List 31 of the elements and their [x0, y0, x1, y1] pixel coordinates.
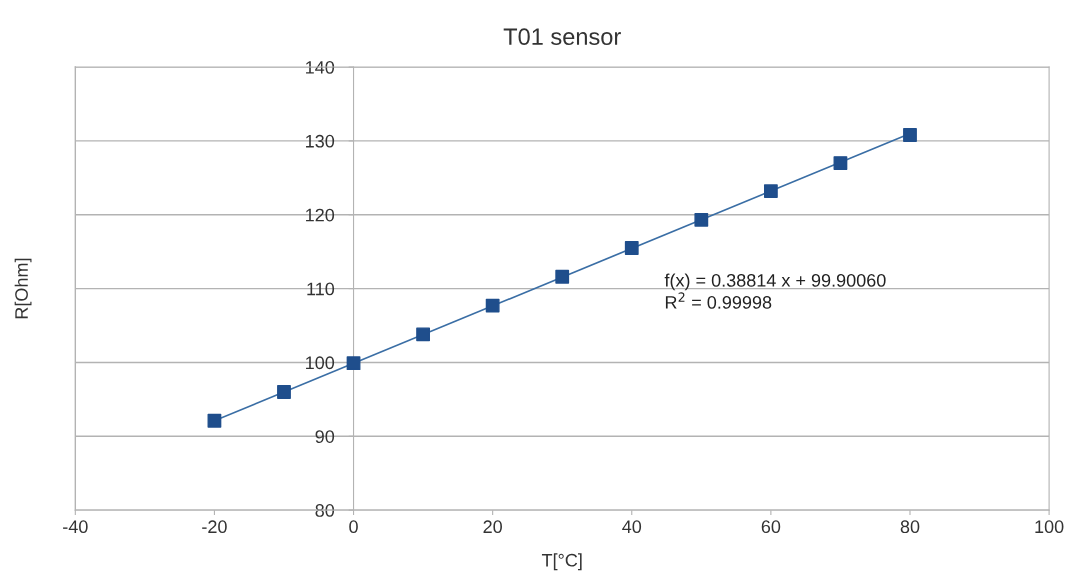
x-axis-title: T[°C] [541, 553, 582, 571]
point [485, 298, 500, 313]
annotation: R$^{2}$ = 0.99998 [665, 292, 772, 309]
y-tick-label: 90 [315, 430, 335, 443]
x-tick-label: 20 [483, 520, 502, 534]
y-tick-label: 130 [306, 134, 335, 148]
point [903, 128, 917, 142]
point [624, 241, 639, 255]
point [346, 356, 361, 371]
x-tick-label: 0 [349, 520, 358, 534]
y-tick-label: 80 [315, 504, 335, 517]
annotation: f(x) = 0.38814 x + 99.90060 [664, 273, 886, 291]
x-tick-label: -20 [202, 520, 227, 534]
y-axis-title: R[Ohm] [14, 258, 32, 319]
point [277, 385, 291, 399]
x-tick-label: 80 [900, 520, 920, 534]
x-tick-label: -40 [63, 520, 88, 534]
point [416, 327, 431, 342]
y-tick-label: 110 [307, 282, 335, 296]
y-tick-label: 120 [306, 208, 335, 222]
point [555, 269, 570, 284]
point [763, 184, 778, 199]
x-tick-label: 60 [761, 520, 781, 534]
x-tick-label: 100 [1035, 520, 1064, 534]
x-tick-label: 40 [622, 520, 642, 534]
chart-title: T01 sensor [503, 28, 621, 46]
point [694, 213, 709, 227]
point [833, 156, 848, 170]
y-tick-label: 140 [306, 60, 335, 74]
y-tick-label: 100 [306, 356, 335, 370]
point [207, 413, 222, 428]
